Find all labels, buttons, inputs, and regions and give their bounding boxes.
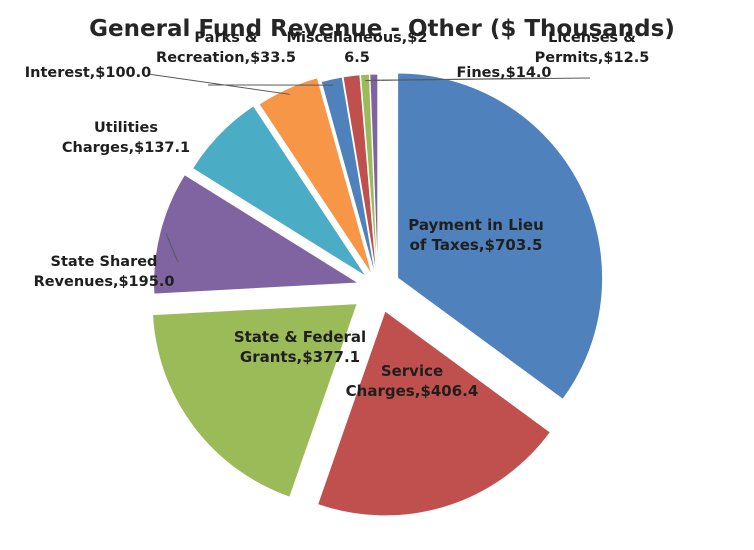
data-label-miscellaneous: Miscellaneous,$2 6.5 <box>287 30 428 66</box>
data-label-licenses-and-permits: Licenses & Permits,$12.5 <box>535 30 650 66</box>
leader-line-interest <box>147 73 290 95</box>
data-label-parks-and-recreation: Parks & Recreation,$33.5 <box>156 30 296 66</box>
pie-slices <box>151 72 604 517</box>
data-label-interest: Interest,$100.0 <box>25 65 152 81</box>
slice-service-charges <box>316 310 552 517</box>
slice-payment-in-lieu-of-taxes <box>397 72 604 401</box>
data-label-service-charges: Service Charges,$406.4 <box>346 362 479 400</box>
data-labels: Payment in Lieu of Taxes,$703.5 Service Cha… <box>25 30 650 400</box>
slice-state-shared-revenues <box>153 173 361 295</box>
slice-miscellaneous <box>342 74 378 280</box>
data-label-state-and-federal-grants: State & Federal Grants,$377.1 <box>234 328 366 366</box>
data-label-payment-in-lieu-of-taxes: Payment in Lieu of Taxes,$703.5 <box>408 216 544 254</box>
leader-line-licenses-and-permits <box>373 77 591 81</box>
data-label-fines: Fines,$14.0 <box>456 65 551 81</box>
slice-utilities-charges <box>191 105 367 278</box>
data-label-state-shared-revenues: State Shared Revenues,$195.0 <box>34 254 175 290</box>
data-label-utilities-charges: Utilities Charges,$137.1 <box>62 120 190 156</box>
slice-state-and-federal-grants <box>151 303 358 498</box>
chart-title: General Fund Revenue - Other ($ Thousand… <box>89 16 675 42</box>
slice-licenses-and-permits <box>369 73 379 280</box>
slice-parks-and-recreation <box>320 76 377 280</box>
leader-lines <box>147 73 591 263</box>
slice-interest <box>258 77 373 276</box>
leader-line-state-shared-revenues <box>165 233 179 263</box>
